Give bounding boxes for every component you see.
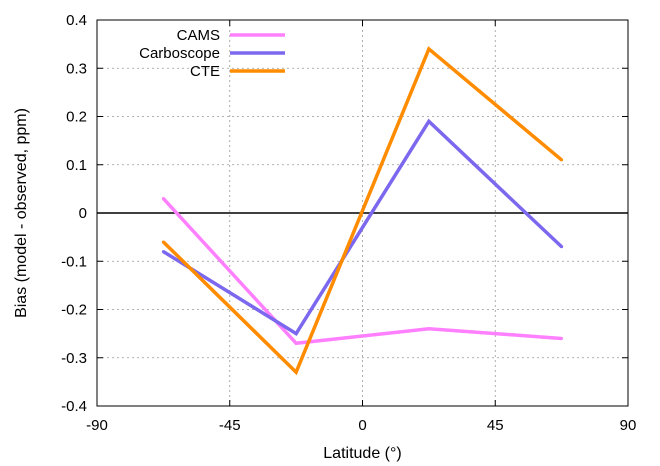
y-axis-label: Bias (model - observed, ppm) [13, 108, 30, 318]
y-tick-label: -0.1 [61, 253, 87, 270]
series-layer [161, 46, 564, 376]
data-point [161, 240, 165, 244]
y-tick-label: -0.4 [61, 398, 87, 415]
data-point [427, 327, 431, 331]
data-point [161, 197, 165, 201]
data-point [294, 341, 298, 345]
y-tick-label: 0.4 [66, 12, 87, 29]
data-point [427, 119, 431, 123]
y-tick-label: 0.2 [66, 109, 87, 126]
x-tick-label: 45 [487, 417, 504, 434]
data-point [161, 250, 165, 254]
series-line-cams [162, 197, 562, 346]
y-tick-label: 0.3 [66, 60, 87, 77]
data-point [560, 245, 564, 249]
y-tick-label: -0.2 [61, 302, 87, 319]
legend-label: CTE [190, 63, 220, 80]
series-line-cte [162, 46, 563, 376]
data-point [560, 158, 564, 162]
x-axis-label: Latitude (°) [323, 445, 401, 462]
x-tick-label: 0 [358, 417, 366, 434]
data-point [427, 47, 431, 51]
x-tick-label: 90 [620, 417, 637, 434]
y-tick-label: 0.1 [66, 157, 87, 174]
data-point [294, 370, 298, 374]
y-tick-label: 0 [79, 205, 87, 222]
x-tick-label: -45 [219, 417, 241, 434]
legend-label: CAMS [177, 27, 220, 44]
ticks: -90 -45 0 45 90 -0.4 -0.3 -0.2 -0.1 0 0.1 0.2 0.3 0.4 [61, 12, 636, 434]
data-point [294, 332, 298, 336]
data-point [560, 336, 564, 340]
series-line-carboscope [162, 118, 563, 337]
legend-label: Carboscope [139, 45, 220, 62]
x-tick-label: -90 [86, 417, 108, 434]
y-tick-label: -0.3 [61, 350, 87, 367]
